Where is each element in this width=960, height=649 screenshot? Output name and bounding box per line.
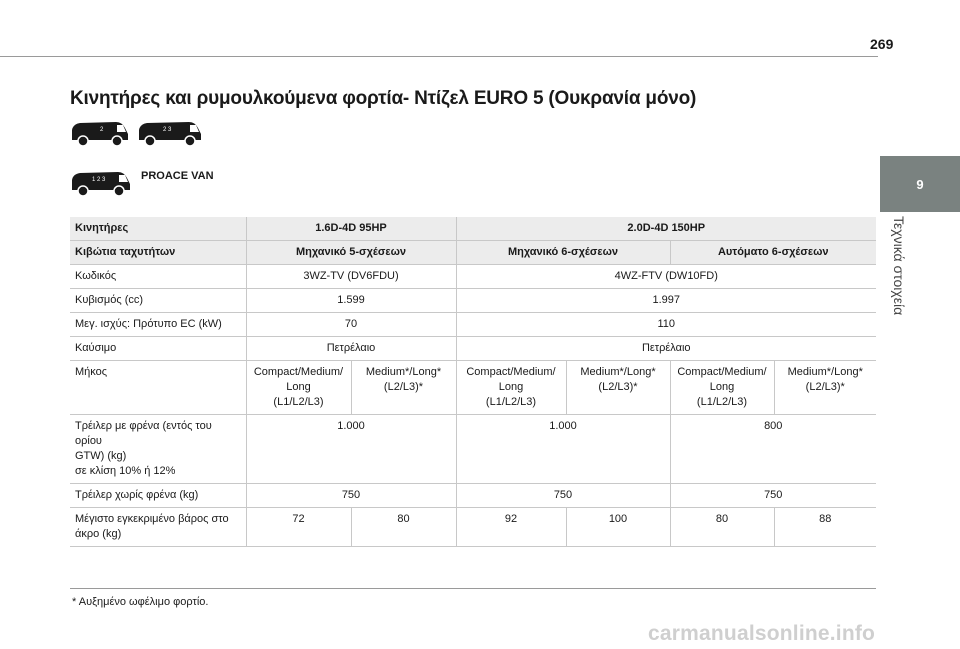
table-row-power: Μεγ. ισχύς: Πρότυπο EC (kW) 70 110	[70, 312, 876, 337]
van-icon-short: 2	[70, 118, 130, 148]
table-cell: 72	[245, 507, 351, 547]
table-cell: Medium*/Long* (L2/L3)*	[565, 360, 670, 415]
watermark: carmanualsonline.info	[648, 622, 876, 645]
footnote: * Αυξημένο ωφέλιμο φορτίο.	[72, 596, 209, 608]
row-label: Μεγ. ισχύς: Πρότυπο EC (kW)	[70, 312, 246, 337]
van-icon-mark: 1 2 3	[92, 177, 106, 183]
table-row-displacement: Κυβισμός (cc) 1.599 1.997	[70, 288, 876, 313]
row-label: Κωδικός	[70, 264, 246, 289]
row-label: Κινητήρες	[70, 217, 246, 241]
page-title: Κινητήρες και ρυμουλκούμενα φορτία- Ντίζ…	[70, 88, 697, 109]
table-cell: Compact/Medium/Long (L1/L2/L3)	[455, 360, 566, 415]
table-cell: Medium*/Long* (L2/L3)*	[350, 360, 456, 415]
footnote-divider	[70, 588, 876, 589]
table-cell: Αυτόματο 6-σχέσεων	[669, 240, 876, 265]
row-label: Μέγιστο εγκεκριμένο βάρος στο άκρο (kg)	[70, 507, 246, 547]
table-cell: 4WZ-FTV (DW10FD)	[455, 264, 876, 289]
row-label: Κυβισμός (cc)	[70, 288, 246, 313]
table-row-length: Μήκος Compact/Medium/Long (L1/L2/L3) Medi…	[70, 360, 876, 415]
table-cell: 2.0D-4D 150HP	[455, 217, 876, 241]
van-icon-mark: 2	[100, 127, 104, 133]
table-cell: 80	[350, 507, 456, 547]
table-row-nose-weight: Μέγιστο εγκεκριμένο βάρος στο άκρο (kg) 7…	[70, 507, 876, 547]
table-cell: Compact/Medium/Long (L1/L2/L3)	[669, 360, 774, 415]
table-cell: 110	[455, 312, 876, 337]
row-label: Μήκος	[70, 360, 246, 415]
table-cell: Πετρέλαιο	[455, 336, 876, 361]
row-label: Κιβώτια ταχυτήτων	[70, 240, 246, 265]
table-cell: 92	[455, 507, 566, 547]
table-row-braked-trailer: Τρέιλερ με φρένα (εντός του ορίου GTW) (k…	[70, 414, 876, 484]
table-cell: Medium*/Long* (L2/L3)*	[773, 360, 876, 415]
table-cell: Πετρέλαιο	[245, 336, 456, 361]
top-divider	[0, 56, 878, 57]
table-cell: 80	[669, 507, 774, 547]
table-cell: 750	[669, 483, 876, 508]
table-cell: 1.997	[455, 288, 876, 313]
table-cell: 100	[565, 507, 670, 547]
row-label: Καύσιμο	[70, 336, 246, 361]
model-label: PROACE VAN	[141, 170, 214, 182]
chapter-label: Τεχνικά στοιχεία	[873, 216, 923, 326]
table-row-code: Κωδικός 3WZ-TV (DV6FDU) 4WZ-FTV (DW10FD)	[70, 264, 876, 289]
van-icon-medium: 2 3	[137, 118, 203, 148]
page-number: 269	[870, 36, 894, 52]
table-cell: 1.6D-4D 95HP	[245, 217, 456, 241]
chapter-tab[interactable]: 9	[880, 156, 960, 212]
table-cell: Μηχανικό 5-σχέσεων	[245, 240, 456, 265]
table-cell: 1.000	[455, 414, 670, 484]
table-row-unbraked-trailer: Τρέιλερ χωρίς φρένα (kg) 750 750 750	[70, 483, 876, 508]
table-cell: 1.000	[245, 414, 456, 484]
table-row-fuel: Καύσιμο Πετρέλαιο Πετρέλαιο	[70, 336, 876, 361]
table-cell: 800	[669, 414, 876, 484]
van-icon-long: 1 2 3	[70, 168, 132, 198]
table-cell: 750	[455, 483, 670, 508]
chapter-tab-number: 9	[916, 176, 924, 192]
chapter-label-text: Τεχνικά στοιχεία	[891, 216, 907, 316]
row-label: Τρέιλερ χωρίς φρένα (kg)	[70, 483, 246, 508]
table-cell: 750	[245, 483, 456, 508]
specs-table: Κινητήρες 1.6D-4D 95HP 2.0D-4D 150HP Κιβ…	[70, 217, 876, 547]
van-icon-mark: 2 3	[163, 127, 172, 133]
table-cell: 3WZ-TV (DV6FDU)	[245, 264, 456, 289]
table-cell: Compact/Medium/Long (L1/L2/L3)	[245, 360, 351, 415]
table-cell: 1.599	[245, 288, 456, 313]
table-cell: Μηχανικό 6-σχέσεων	[455, 240, 670, 265]
table-cell: 88	[773, 507, 876, 547]
row-label: Τρέιλερ με φρένα (εντός του ορίου GTW) (k…	[70, 414, 246, 484]
table-row-gearbox: Κιβώτια ταχυτήτων Μηχανικό 5-σχέσεων Μηχ…	[70, 240, 876, 265]
table-row-engines: Κινητήρες 1.6D-4D 95HP 2.0D-4D 150HP	[70, 217, 876, 241]
table-cell: 70	[245, 312, 456, 337]
